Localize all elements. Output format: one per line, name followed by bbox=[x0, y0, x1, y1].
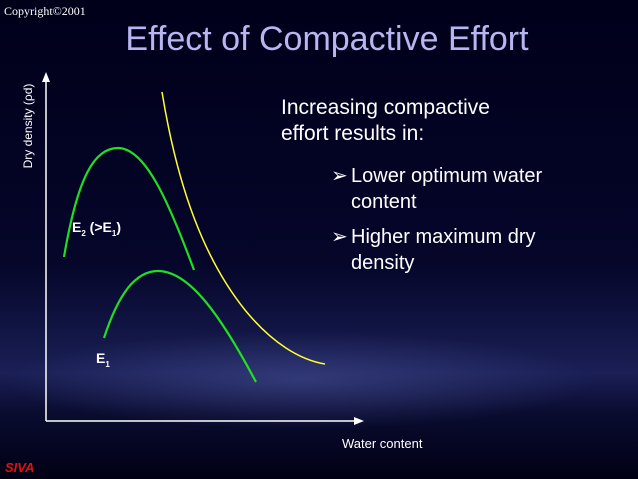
y-axis-label: Dry density (ρd) bbox=[21, 83, 35, 169]
lead-line-2: effort results in: bbox=[281, 122, 425, 145]
footer-logo-text: SIVA bbox=[5, 460, 35, 475]
bullet-item: ➢ Lower optimum water content bbox=[331, 165, 543, 213]
y-axis-arrow bbox=[42, 72, 50, 82]
e2-compaction-curve bbox=[62, 146, 196, 271]
copyright-notice: Copyright©2001 bbox=[4, 4, 86, 18]
bullet-item: ➢ Higher maximum dry density bbox=[331, 226, 536, 274]
x-axis-label: Water content bbox=[342, 436, 423, 451]
arrow-bullet-icon: ➢ bbox=[331, 165, 348, 187]
arrow-bullet-icon: ➢ bbox=[331, 226, 348, 248]
lead-line-1: Increasing compactive bbox=[281, 96, 490, 119]
lead-text: Increasing compactive effort results in: bbox=[281, 95, 581, 147]
e1-curve-label: E1 bbox=[96, 350, 110, 369]
slide-title: Effect of Compactive Effort bbox=[125, 20, 529, 58]
e1-compaction-curve bbox=[102, 269, 257, 383]
e2-curve-label: E2 (>E1) bbox=[72, 219, 121, 238]
x-axis-arrow bbox=[354, 417, 364, 425]
zero-air-voids-curve bbox=[161, 91, 326, 365]
